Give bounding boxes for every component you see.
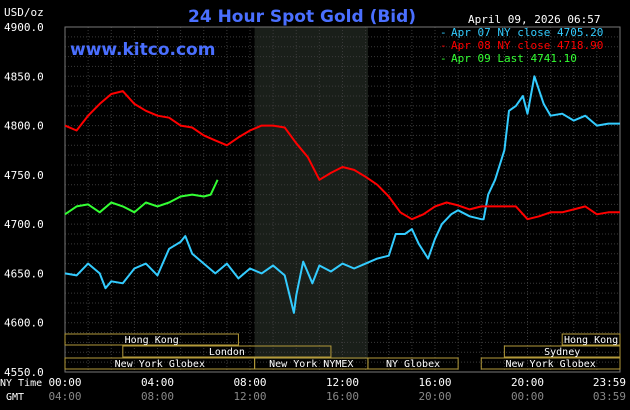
watermark: www.kitco.com [70,40,215,60]
session-label: New York Globex [505,359,595,370]
x-tick-gmt: 12:00 [233,390,266,403]
session-label: Hong Kong [125,335,179,346]
session-bar [561,333,621,346]
plot-frame [64,26,621,373]
x-tick-ny: 20:00 [511,376,544,389]
session-bar [503,345,621,358]
legend-marker: - [440,52,447,65]
x-tick-ny: 00:00 [48,376,81,389]
nymex-session-shade [254,27,368,360]
session-label: Hong Kong [564,335,618,346]
y-tick-label: 4700.0 [4,218,44,231]
x-row1-label: NY Time [0,378,42,389]
legend-entry: Apr 07 NY close 4705.20 [451,26,603,39]
session-label: NY Globex [386,359,440,370]
y-tick-label: 4600.0 [4,317,44,330]
y-tick-label: 4800.0 [4,120,44,133]
x-tick-ny: 16:00 [418,376,451,389]
y-tick-label: 4750.0 [4,169,44,182]
y-tick-label: 4850.0 [4,70,44,83]
y-tick-label: 4650.0 [4,267,44,280]
series-line-1 [64,75,620,314]
session-bar [64,333,239,346]
session-label: London [209,347,245,358]
session-label: New York NYMEX [269,359,353,370]
session-bar [122,345,332,358]
x-tick-gmt: 00:00 [511,390,544,403]
x-row2-label: GMT [6,392,24,403]
x-tick-ny: 23:59 [593,376,626,389]
x-tick-gmt: 03:59 [593,390,626,403]
x-tick-gmt: 04:00 [48,390,81,403]
session-bar [367,357,459,370]
y-tick-label: 4550.0 [4,366,44,379]
x-tick-gmt: 08:00 [141,390,174,403]
chart-title: 24 Hour Spot Gold (Bid) [188,7,416,27]
legend-marker: - [440,39,447,52]
legend: - Apr 07 NY close 4705.20- Apr 08 NY close… [440,26,603,65]
y-unit-label: USD/oz [4,6,44,19]
session-bar [480,357,621,370]
x-tick-ny: 08:00 [233,376,266,389]
x-tick-gmt: 20:00 [418,390,451,403]
x-tick-ny: 12:00 [326,376,359,389]
legend-entry: Apr 08 NY close 4718.90 [451,39,603,52]
x-tick-ny: 04:00 [141,376,174,389]
x-tick-gmt: 16:00 [326,390,359,403]
session-label: Sydney [544,347,580,358]
session-label: New York Globex [115,359,205,370]
series-line-2 [64,90,620,221]
series-line-3 [64,179,219,216]
y-tick-label: 4900.0 [4,21,44,34]
legend-entry: Apr 09 Last 4741.10 [451,52,577,65]
timestamp: April 09, 2026 06:57 [468,13,600,26]
legend-marker: - [440,26,447,39]
